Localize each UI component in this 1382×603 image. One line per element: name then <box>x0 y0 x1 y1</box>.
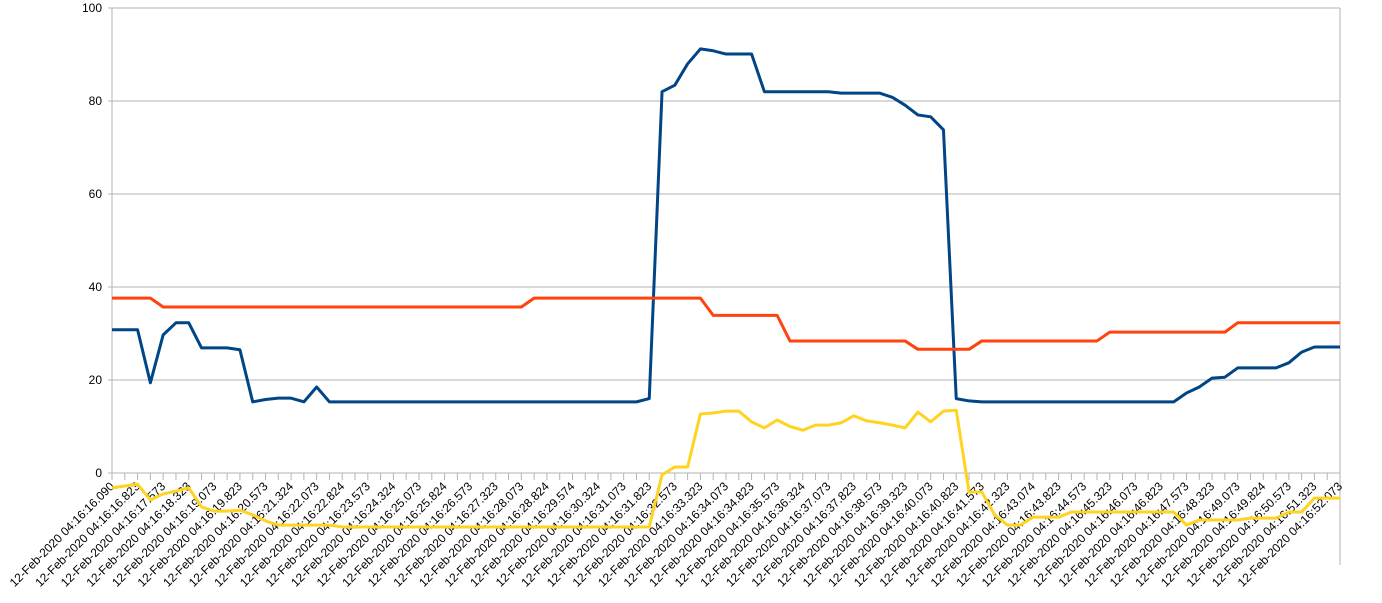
y-tick-label: 80 <box>89 94 103 108</box>
series-line <box>112 296 1340 351</box>
lines <box>111 47 1340 529</box>
y-tick-label: 40 <box>89 280 103 294</box>
y-tick-label: 60 <box>89 187 103 201</box>
series-line <box>112 47 1340 404</box>
grid <box>108 7 1340 474</box>
y-tick-label: 20 <box>89 373 103 387</box>
series-line <box>111 408 1340 529</box>
y-tick-label: 0 <box>95 466 102 480</box>
y-tick-label: 100 <box>82 1 102 15</box>
